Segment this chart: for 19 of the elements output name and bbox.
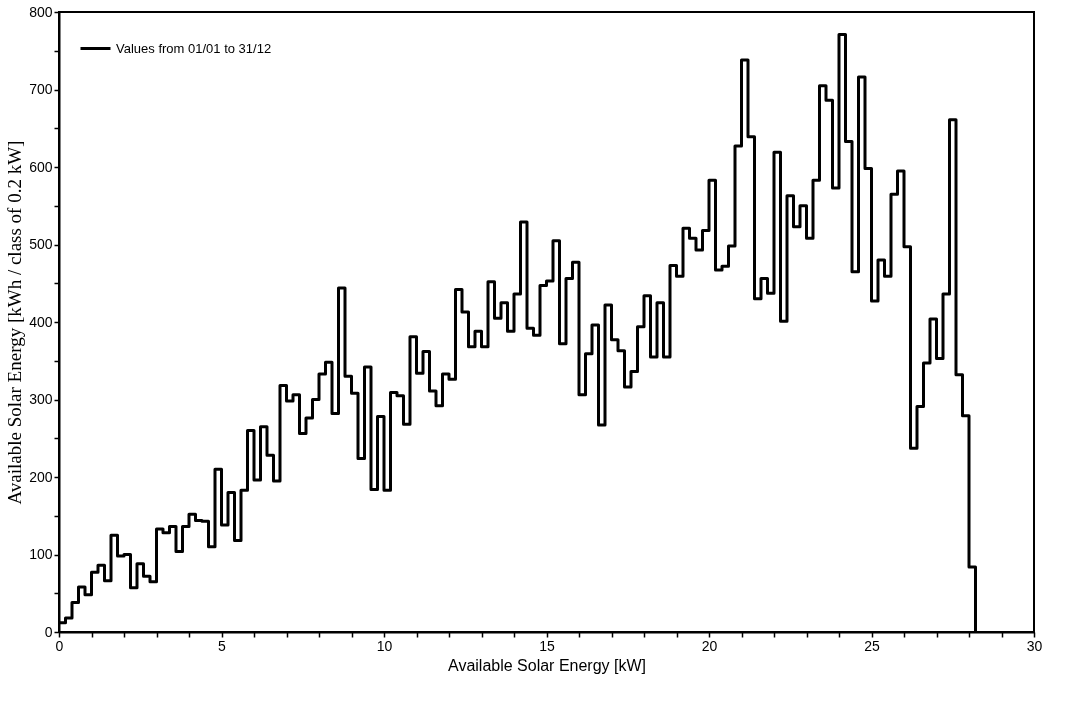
y-tick-label: 600 (29, 158, 53, 175)
y-axis-title: Available Solar Energy [kWh / class of 0.2 kW] (4, 140, 26, 505)
x-tick-label: 25 (864, 637, 880, 654)
x-tick-label: 5 (218, 637, 227, 654)
x-tick-label: 0 (55, 637, 64, 654)
y-tick-label: 300 (29, 391, 53, 407)
y-tick-label: 800 (29, 3, 53, 20)
y-tick-label: 400 (29, 313, 53, 330)
x-axis-title: Available Solar Energy [kW] (447, 656, 647, 674)
x-tick-label: 15 (539, 637, 555, 654)
x-tick-label: 20 (701, 637, 718, 654)
y-tick-label: 500 (29, 236, 53, 252)
y-tick-label: 700 (29, 81, 53, 97)
y-tick-label: 0 (44, 623, 53, 640)
legend-label: Values from 01/01 to 31/12 (116, 40, 272, 56)
x-tick-label: 10 (376, 637, 393, 654)
y-tick-label: 100 (29, 546, 53, 562)
x-tick-label: 30 (1026, 637, 1043, 654)
y-tick-label: 200 (29, 468, 53, 485)
